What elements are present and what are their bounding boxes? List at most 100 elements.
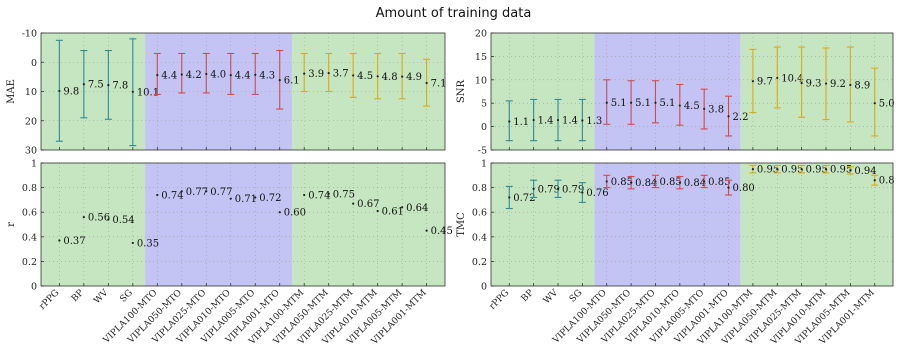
- data-label: 9.2: [830, 79, 846, 90]
- data-label: 1.4: [562, 116, 578, 127]
- data-label: 6.1: [284, 76, 300, 87]
- data-point: [800, 168, 803, 171]
- data-point: [873, 179, 876, 182]
- data-label: 1.1: [513, 117, 529, 128]
- data-point: [229, 74, 232, 77]
- data-label: 7.1: [431, 79, 447, 90]
- y-tick-label: -10: [22, 29, 37, 40]
- axes-frame: [490, 32, 894, 151]
- x-tick-label: rPPG: [488, 288, 512, 312]
- data-label: 0.37: [63, 236, 85, 247]
- data-label: 0.85: [708, 177, 730, 188]
- data-point: [401, 206, 404, 209]
- y-axis-label: MAE: [6, 79, 17, 104]
- data-label: 3.8: [708, 104, 724, 115]
- x-tick-label: SG: [568, 288, 585, 305]
- data-point: [703, 107, 706, 110]
- data-label: 2.2: [733, 112, 749, 123]
- x-tick-label: rPPG: [38, 288, 62, 312]
- data-point: [581, 119, 584, 122]
- data-label: 9.3: [806, 79, 822, 90]
- region-mto: [594, 163, 741, 286]
- data-label: 0.95: [806, 165, 828, 176]
- data-point: [678, 181, 681, 184]
- data-point: [776, 76, 779, 80]
- x-tick-label: WV: [92, 288, 111, 307]
- y-tick-label: 10: [25, 87, 37, 98]
- region-baselines: [491, 33, 595, 150]
- data-label: 0.84: [684, 178, 706, 189]
- data-point: [629, 101, 633, 104]
- data-label: 4.0: [210, 69, 226, 80]
- data-label: 0.56: [88, 213, 110, 224]
- data-point: [703, 180, 706, 183]
- data-marks: 9.87.5 7.810.14.4 4.2 4.0 4.4 4.3 6.13.9 3.7 4.5…: [55, 38, 895, 249]
- data-point: [180, 73, 183, 76]
- region-mtm: [291, 163, 445, 286]
- data-point: [58, 89, 61, 93]
- y-tick-label: 0.2: [472, 257, 487, 268]
- y-axis-label: TMC: [456, 212, 467, 237]
- data-point: [107, 83, 110, 87]
- region-mtm: [291, 33, 445, 150]
- data-label: 4.4: [161, 71, 177, 82]
- region-baselines: [41, 163, 146, 286]
- data-label: 9.7: [757, 77, 773, 88]
- data-point: [205, 190, 208, 193]
- y-axis-label: SNR: [456, 79, 467, 103]
- data-label: 0.74: [308, 190, 330, 201]
- data-label: 0.85: [659, 177, 681, 188]
- data-label: 5.1: [611, 98, 627, 109]
- data-label: 0.94: [854, 166, 876, 177]
- data-label: 4.5: [357, 71, 373, 82]
- y-tick-label: 0.4: [472, 232, 487, 243]
- data-label: 1.4: [538, 116, 554, 127]
- data-label: 0.54: [112, 215, 134, 226]
- figure-title: Amount of training data: [375, 6, 532, 21]
- data-label: 4.2: [186, 70, 202, 81]
- region-mtm: [740, 33, 893, 150]
- data-label: 0.45: [431, 226, 453, 237]
- data-label: 7.8: [112, 81, 128, 92]
- data-point: [352, 74, 355, 77]
- data-label: 4.3: [259, 70, 275, 81]
- data-point: [180, 190, 183, 193]
- data-point: [303, 193, 306, 197]
- y-tick-label: 1: [31, 159, 37, 170]
- y-tick-label: 5: [481, 99, 487, 110]
- data-label: 0.76: [586, 188, 608, 199]
- data-point: [727, 115, 730, 118]
- data-point: [205, 72, 208, 76]
- data-point: [581, 191, 584, 194]
- data-point: [58, 239, 61, 242]
- data-point: [727, 186, 730, 189]
- data-label: 5.1: [635, 98, 651, 109]
- data-point: [425, 81, 428, 85]
- data-point: [508, 196, 511, 199]
- y-tick-label: 0: [31, 282, 37, 293]
- y-tick-label: 1: [481, 159, 487, 170]
- data-label: 0.61: [382, 206, 404, 217]
- data-label: 7.5: [88, 80, 104, 91]
- x-tick-label: BP: [70, 288, 86, 304]
- data-label: 0.72: [513, 193, 535, 204]
- data-label: 0.79: [562, 184, 584, 195]
- data-label: 8.9: [854, 80, 870, 91]
- data-point: [425, 229, 428, 232]
- x-tick-label: WV: [542, 288, 561, 307]
- data-point: [654, 180, 657, 183]
- data-point: [229, 197, 232, 200]
- data-label: 4.8: [382, 72, 398, 83]
- data-point: [254, 73, 257, 76]
- data-point: [678, 104, 681, 107]
- data-point: [401, 75, 404, 78]
- data-point: [278, 211, 281, 214]
- region-baselines: [491, 163, 595, 286]
- data-label: 0.75: [333, 189, 355, 200]
- data-label: 0.77: [210, 187, 232, 198]
- data-point: [508, 120, 511, 123]
- y-tick-label: -5: [478, 146, 487, 157]
- data-point: [156, 193, 159, 197]
- data-label: 0.8: [879, 176, 895, 187]
- data-point: [849, 83, 852, 87]
